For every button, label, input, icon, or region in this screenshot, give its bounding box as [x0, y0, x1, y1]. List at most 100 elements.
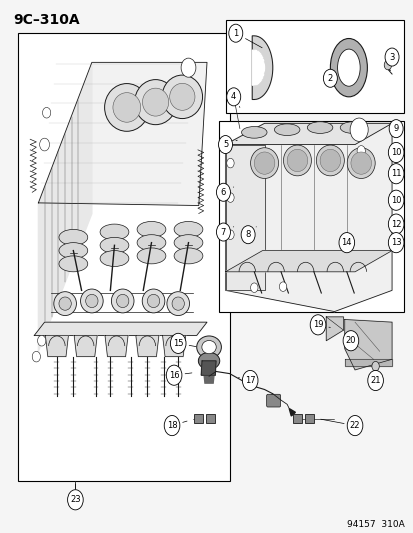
Circle shape: [67, 490, 83, 510]
Ellipse shape: [196, 336, 221, 358]
Circle shape: [349, 118, 367, 141]
FancyBboxPatch shape: [219, 120, 404, 312]
Ellipse shape: [316, 145, 344, 176]
Circle shape: [170, 333, 185, 353]
Circle shape: [384, 48, 398, 66]
Circle shape: [250, 283, 257, 293]
Polygon shape: [225, 251, 391, 272]
Text: 15: 15: [173, 339, 183, 348]
Ellipse shape: [100, 224, 128, 240]
Ellipse shape: [347, 148, 374, 179]
Ellipse shape: [250, 148, 278, 179]
Ellipse shape: [104, 84, 149, 131]
Ellipse shape: [54, 292, 76, 316]
Text: 20: 20: [345, 336, 355, 345]
Polygon shape: [325, 317, 343, 341]
Ellipse shape: [142, 289, 164, 313]
Text: 23: 23: [70, 495, 81, 504]
Polygon shape: [74, 335, 97, 357]
Polygon shape: [135, 335, 159, 357]
Circle shape: [323, 69, 337, 87]
Ellipse shape: [339, 122, 365, 133]
Text: 16: 16: [169, 370, 179, 379]
Circle shape: [38, 335, 46, 346]
Circle shape: [387, 164, 403, 184]
Ellipse shape: [202, 341, 216, 354]
Text: 17: 17: [244, 376, 255, 385]
Circle shape: [347, 416, 362, 435]
Circle shape: [32, 351, 40, 362]
Ellipse shape: [116, 294, 128, 308]
Text: 2: 2: [327, 74, 332, 83]
Polygon shape: [225, 144, 264, 290]
Circle shape: [226, 158, 234, 168]
Circle shape: [242, 370, 257, 391]
Ellipse shape: [330, 38, 366, 97]
Polygon shape: [252, 50, 264, 85]
Ellipse shape: [241, 126, 266, 138]
Circle shape: [40, 138, 50, 151]
Circle shape: [226, 193, 234, 203]
Polygon shape: [38, 65, 92, 351]
Polygon shape: [225, 123, 391, 312]
Text: 3: 3: [388, 53, 394, 62]
Polygon shape: [45, 335, 68, 357]
Text: 94157  310A: 94157 310A: [346, 520, 404, 529]
FancyBboxPatch shape: [293, 415, 301, 423]
Circle shape: [371, 361, 378, 371]
Circle shape: [309, 315, 325, 335]
Polygon shape: [204, 375, 214, 383]
Polygon shape: [252, 36, 272, 100]
Circle shape: [216, 223, 230, 241]
Ellipse shape: [174, 235, 202, 251]
Ellipse shape: [274, 124, 299, 135]
Ellipse shape: [337, 49, 359, 86]
FancyBboxPatch shape: [225, 20, 404, 113]
Text: 4: 4: [230, 92, 236, 101]
Ellipse shape: [306, 122, 332, 133]
Text: 14: 14: [341, 238, 351, 247]
Polygon shape: [201, 361, 216, 375]
Ellipse shape: [100, 237, 128, 253]
Text: 21: 21: [370, 376, 380, 385]
Polygon shape: [38, 62, 206, 206]
Ellipse shape: [59, 297, 71, 310]
Circle shape: [383, 60, 391, 70]
Ellipse shape: [85, 294, 98, 308]
Circle shape: [387, 142, 403, 163]
Polygon shape: [289, 409, 295, 416]
Text: 22: 22: [349, 421, 359, 430]
Text: 12: 12: [390, 220, 401, 229]
Ellipse shape: [283, 145, 311, 176]
Text: 18: 18: [166, 421, 177, 430]
Ellipse shape: [254, 152, 274, 174]
Circle shape: [387, 214, 403, 234]
Ellipse shape: [172, 297, 184, 310]
Ellipse shape: [319, 149, 340, 172]
Circle shape: [180, 58, 195, 77]
Ellipse shape: [59, 243, 88, 259]
FancyBboxPatch shape: [304, 415, 313, 423]
Circle shape: [387, 190, 403, 211]
Circle shape: [166, 365, 181, 385]
Text: 6: 6: [220, 188, 225, 197]
Circle shape: [240, 225, 254, 244]
FancyBboxPatch shape: [205, 415, 214, 423]
Polygon shape: [344, 319, 391, 370]
Ellipse shape: [174, 221, 202, 237]
Ellipse shape: [287, 149, 307, 172]
Text: 1: 1: [233, 29, 238, 38]
Ellipse shape: [137, 248, 166, 264]
Circle shape: [342, 330, 358, 351]
Text: 10: 10: [390, 196, 401, 205]
Ellipse shape: [111, 289, 134, 313]
Polygon shape: [162, 335, 185, 357]
Circle shape: [226, 230, 234, 239]
Circle shape: [387, 232, 403, 253]
Circle shape: [43, 108, 51, 118]
Text: 5: 5: [222, 140, 228, 149]
Ellipse shape: [137, 235, 166, 251]
FancyBboxPatch shape: [266, 394, 280, 407]
Circle shape: [279, 282, 286, 292]
FancyBboxPatch shape: [18, 33, 229, 481]
